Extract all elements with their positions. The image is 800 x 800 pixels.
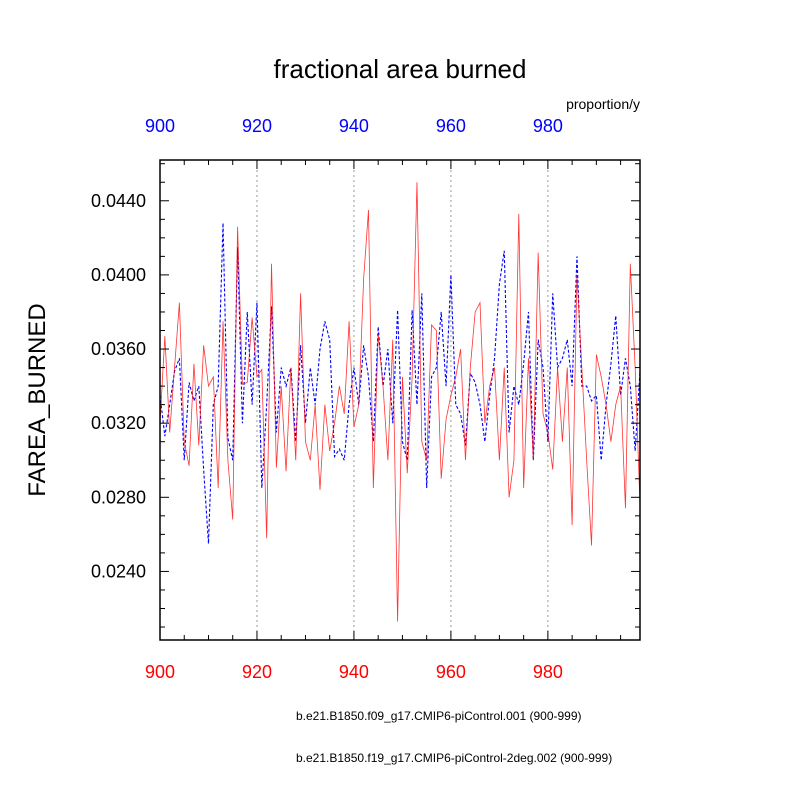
x-tick-label-top-920: 920 (242, 116, 272, 136)
x-tick-label-bottom-900: 900 (145, 662, 175, 682)
y-axis-label: FAREA_BURNED (24, 303, 51, 496)
grid-layer (256, 160, 549, 640)
chart-title: fractional area burned (274, 54, 527, 84)
x-tick-label-top-980: 980 (533, 116, 563, 136)
legend-label-series-2: b.e21.B1850.f19_g17.CMIP6-piControl-2deg… (296, 751, 613, 765)
y-tick-label-5: 0.0440 (91, 191, 146, 211)
legend-item-series-2: b.e21.B1850.f19_g17.CMIP6-piControl-2deg… (140, 748, 780, 772)
units-label: proportion/y (566, 96, 640, 112)
y-tick-label-4: 0.0400 (91, 265, 146, 285)
x-tick-label-bottom-920: 920 (242, 662, 272, 682)
y-tick-label-0: 0.0240 (91, 561, 146, 581)
legend-label-series-1: b.e21.B1850.f09_g17.CMIP6-piControl.001 … (296, 709, 582, 723)
x-tick-label-top-900: 900 (145, 116, 175, 136)
plot-frame (159, 159, 641, 641)
y-tick-label-2: 0.0320 (91, 413, 146, 433)
y-tick-label-1: 0.0280 (91, 487, 146, 507)
y-tick-label-3: 0.0360 (91, 339, 146, 359)
legend-item-series-1: b.e21.B1850.f09_g17.CMIP6-piControl.001 … (140, 706, 780, 730)
series-line-1 (159, 222, 641, 544)
plot-layer (159, 182, 641, 622)
x-tick-label-top-960: 960 (436, 116, 466, 136)
x-tick-label-top-940: 940 (339, 116, 369, 136)
x-tick-label-bottom-980: 980 (533, 662, 563, 682)
series-line-2 (159, 182, 641, 622)
tick-layer: 900 900 920 920 940 940 960 960 980 980 0.0240 0.02… (91, 116, 640, 682)
x-tick-label-bottom-940: 940 (339, 662, 369, 682)
x-tick-label-bottom-960: 960 (436, 662, 466, 682)
